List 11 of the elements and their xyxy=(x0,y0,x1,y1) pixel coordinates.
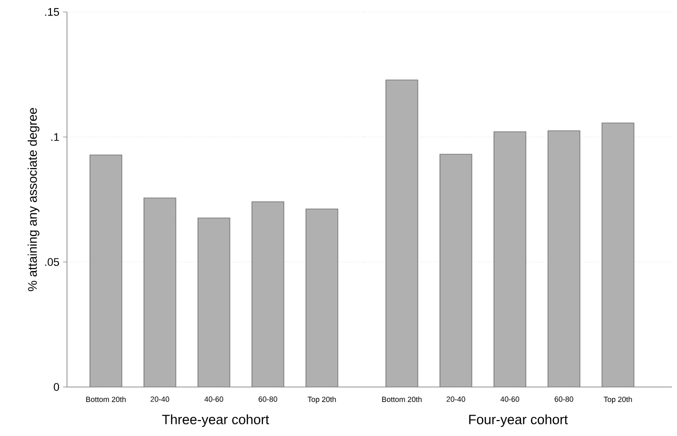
bar xyxy=(306,208,338,387)
y-axis-title: % attaining any associate degree xyxy=(28,108,40,292)
y-tick-label: .05 xyxy=(45,258,60,266)
y-tick-label: 0 xyxy=(54,383,60,391)
y-tick-label: .1 xyxy=(51,133,59,141)
bar xyxy=(198,218,230,387)
bar xyxy=(440,154,472,387)
x-axis-title: Three-year cohort xyxy=(162,414,270,427)
x-axis-title: Four-year cohort xyxy=(469,414,568,427)
bar xyxy=(548,130,580,387)
y-tick-label: .15 xyxy=(45,8,60,16)
